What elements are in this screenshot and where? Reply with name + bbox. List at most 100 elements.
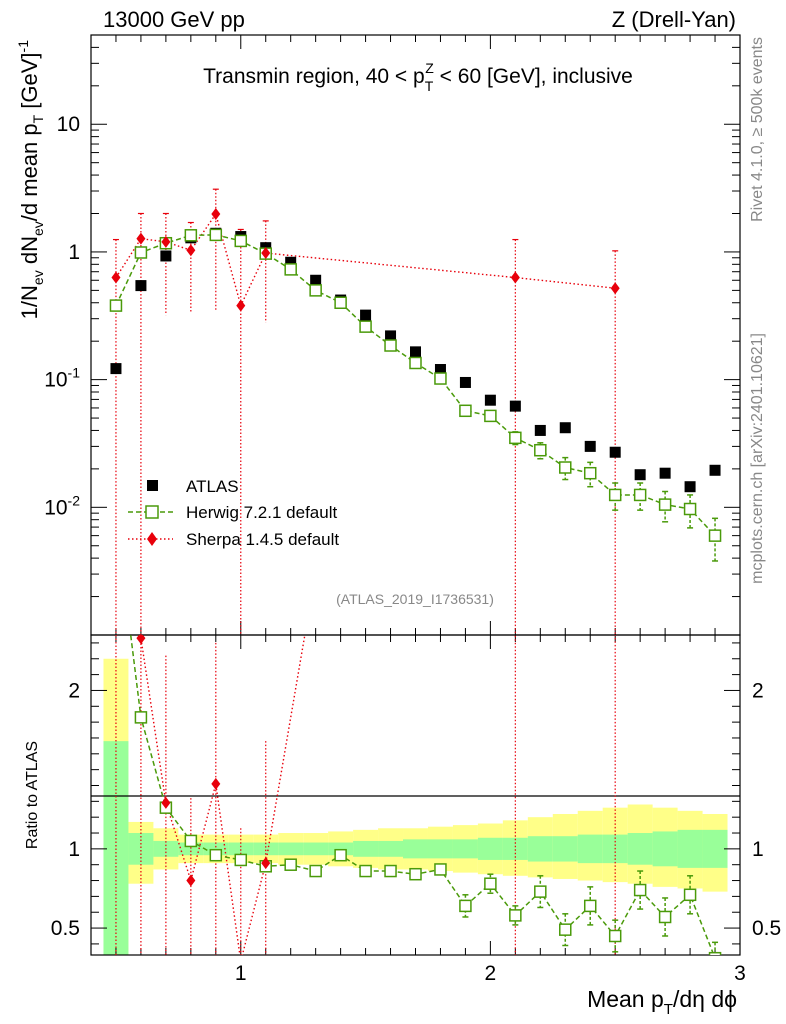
y-tick-label-0: 10-2: [44, 492, 80, 519]
ylabel-s3: T: [30, 114, 46, 123]
herwig-ratio-point-12: [409, 867, 422, 881]
y-tick-base-3: 10: [57, 113, 80, 136]
chart-title: Transmin region, 40 < pTZ < 60 [GeV], in…: [203, 60, 633, 94]
atlas-point-24: [709, 464, 721, 476]
band-inner-24: [702, 829, 728, 868]
analysis-id-watermark: (ATLAS_2019_I1736531): [336, 591, 494, 607]
sherpa-ratio-point-6: [261, 857, 271, 870]
ratio-tick-label-left-2: 2: [68, 679, 80, 702]
herwig-point-3: [184, 229, 198, 242]
band-inner-17: [527, 836, 553, 862]
ratio-uncertainty-bands: [103, 658, 728, 955]
herwig-ratio-point-8: [309, 864, 322, 878]
herwig-point-21: [633, 488, 647, 502]
herwig-point-17: [534, 443, 547, 457]
band-inner-11: [378, 840, 404, 857]
ylabel-a: 1/N: [17, 285, 42, 319]
band-inner-16: [502, 837, 528, 860]
sherpa-point-0: [111, 271, 121, 284]
herwig-ratio-point-18: [559, 923, 572, 936]
y-tick-exp-1: -1: [68, 365, 81, 381]
band-inner-6: [253, 842, 279, 856]
legend-herwig-marker: [145, 505, 159, 519]
atlas-point-15: [484, 394, 496, 406]
band-inner-8: [303, 842, 329, 856]
atlas-point-17: [534, 424, 546, 436]
herwig-ratio-point-13: [434, 863, 447, 876]
sherpa-ratio-point-0: [111, 178, 120, 190]
herwig-point-5: [234, 234, 248, 248]
herwig-ratio-point-23: [683, 888, 697, 902]
atlas-point-14: [459, 376, 471, 388]
ratio-tick-label-right-2: 2: [752, 679, 764, 702]
xlabel-sub: T: [664, 1001, 673, 1018]
x-tick-label-0: 1: [235, 962, 247, 985]
sherpa-point-4: [211, 208, 221, 221]
sherpa-ratio-point-2: [161, 796, 171, 809]
band-inner-13: [427, 839, 453, 859]
herwig-point-19: [583, 466, 597, 480]
herwig-point-0: [109, 299, 123, 312]
herwig-ratio-point-9: [334, 848, 347, 862]
herwig-ratio-point-15: [484, 877, 497, 890]
band-inner-12: [403, 839, 428, 859]
herwig-point-1: [134, 246, 148, 259]
atlas-point-23: [684, 481, 696, 493]
x-axis-label: Mean pT/dη dϕ: [587, 986, 737, 1018]
herwig-ratio-point-4: [209, 848, 223, 862]
y-tick-label-3: 10: [57, 113, 80, 136]
herwig-ratio-point-19: [583, 899, 597, 913]
atlas-point-22: [659, 467, 671, 479]
atlas-point-10: [360, 309, 372, 321]
herwig-ratio-point-14: [459, 899, 472, 913]
sherpa-point-3: [186, 244, 196, 257]
atlas-point-18: [559, 422, 571, 434]
legend-atlas-marker: [147, 480, 158, 491]
herwig-point-23: [683, 502, 697, 516]
herwig-ratio-point-7: [284, 858, 297, 871]
herwig-ratio-point-20: [608, 929, 622, 943]
ratio-tick-label-left-1: 1: [68, 838, 80, 861]
y-tick-exp-0: -2: [68, 492, 81, 508]
y-tick-base-0: 10: [44, 496, 67, 519]
herwig-point-22: [658, 498, 672, 511]
atlas-point-13: [434, 364, 446, 376]
band-inner-23: [677, 829, 703, 868]
herwig-ratio-point-5: [234, 853, 248, 867]
herwig-point-10: [359, 320, 372, 333]
ratio-plot-frame: [90, 634, 741, 956]
sherpa-point-7: [510, 271, 520, 284]
herwig-point-7: [284, 263, 297, 276]
herwig-point-16: [509, 431, 522, 445]
ylabel-s1: ev: [30, 270, 46, 285]
atlas-point-2: [160, 250, 172, 262]
herwig-point-18: [559, 461, 572, 474]
herwig-point-4: [209, 228, 223, 242]
legend-atlas-label: ATLAS: [186, 477, 239, 496]
main-data-layer: [109, 188, 722, 635]
legend: ATLAS Herwig 7.2.1 default Sherpa 1.4.5 …: [128, 477, 339, 549]
herwig-ratio-point-21: [633, 883, 647, 897]
legend-sherpa-label: Sherpa 1.4.5 default: [186, 530, 339, 549]
band-inner-19: [577, 834, 603, 864]
herwig-point-24: [708, 529, 722, 542]
atlas-point-8: [310, 274, 322, 286]
x-tick-label-1: 2: [485, 962, 497, 985]
herwig-ratio-point-16: [509, 909, 522, 922]
herwig-point-8: [309, 284, 322, 297]
herwig-point-15: [484, 409, 497, 423]
atlas-point-16: [509, 400, 521, 412]
sherpa-point-2: [161, 235, 171, 248]
herwig-ratio-point-10: [359, 864, 372, 878]
sherpa-point-1: [136, 232, 146, 245]
collision-energy-label: 13000 GeV pp: [103, 7, 245, 32]
ylabel-s2: ev: [30, 221, 46, 236]
ylabel-d: [GeV]: [17, 52, 42, 114]
ylabel-c: /d mean p: [17, 123, 42, 221]
title-part-pre: Transmin region, 40 < p: [203, 65, 425, 88]
mcplots-reference-label: mcplots.cern.ch [arXiv:2401.10621]: [749, 333, 766, 584]
x-tick-label-2: 3: [734, 962, 746, 985]
rivet-version-label: Rivet 4.1.0, ≥ 500k events: [749, 37, 766, 222]
